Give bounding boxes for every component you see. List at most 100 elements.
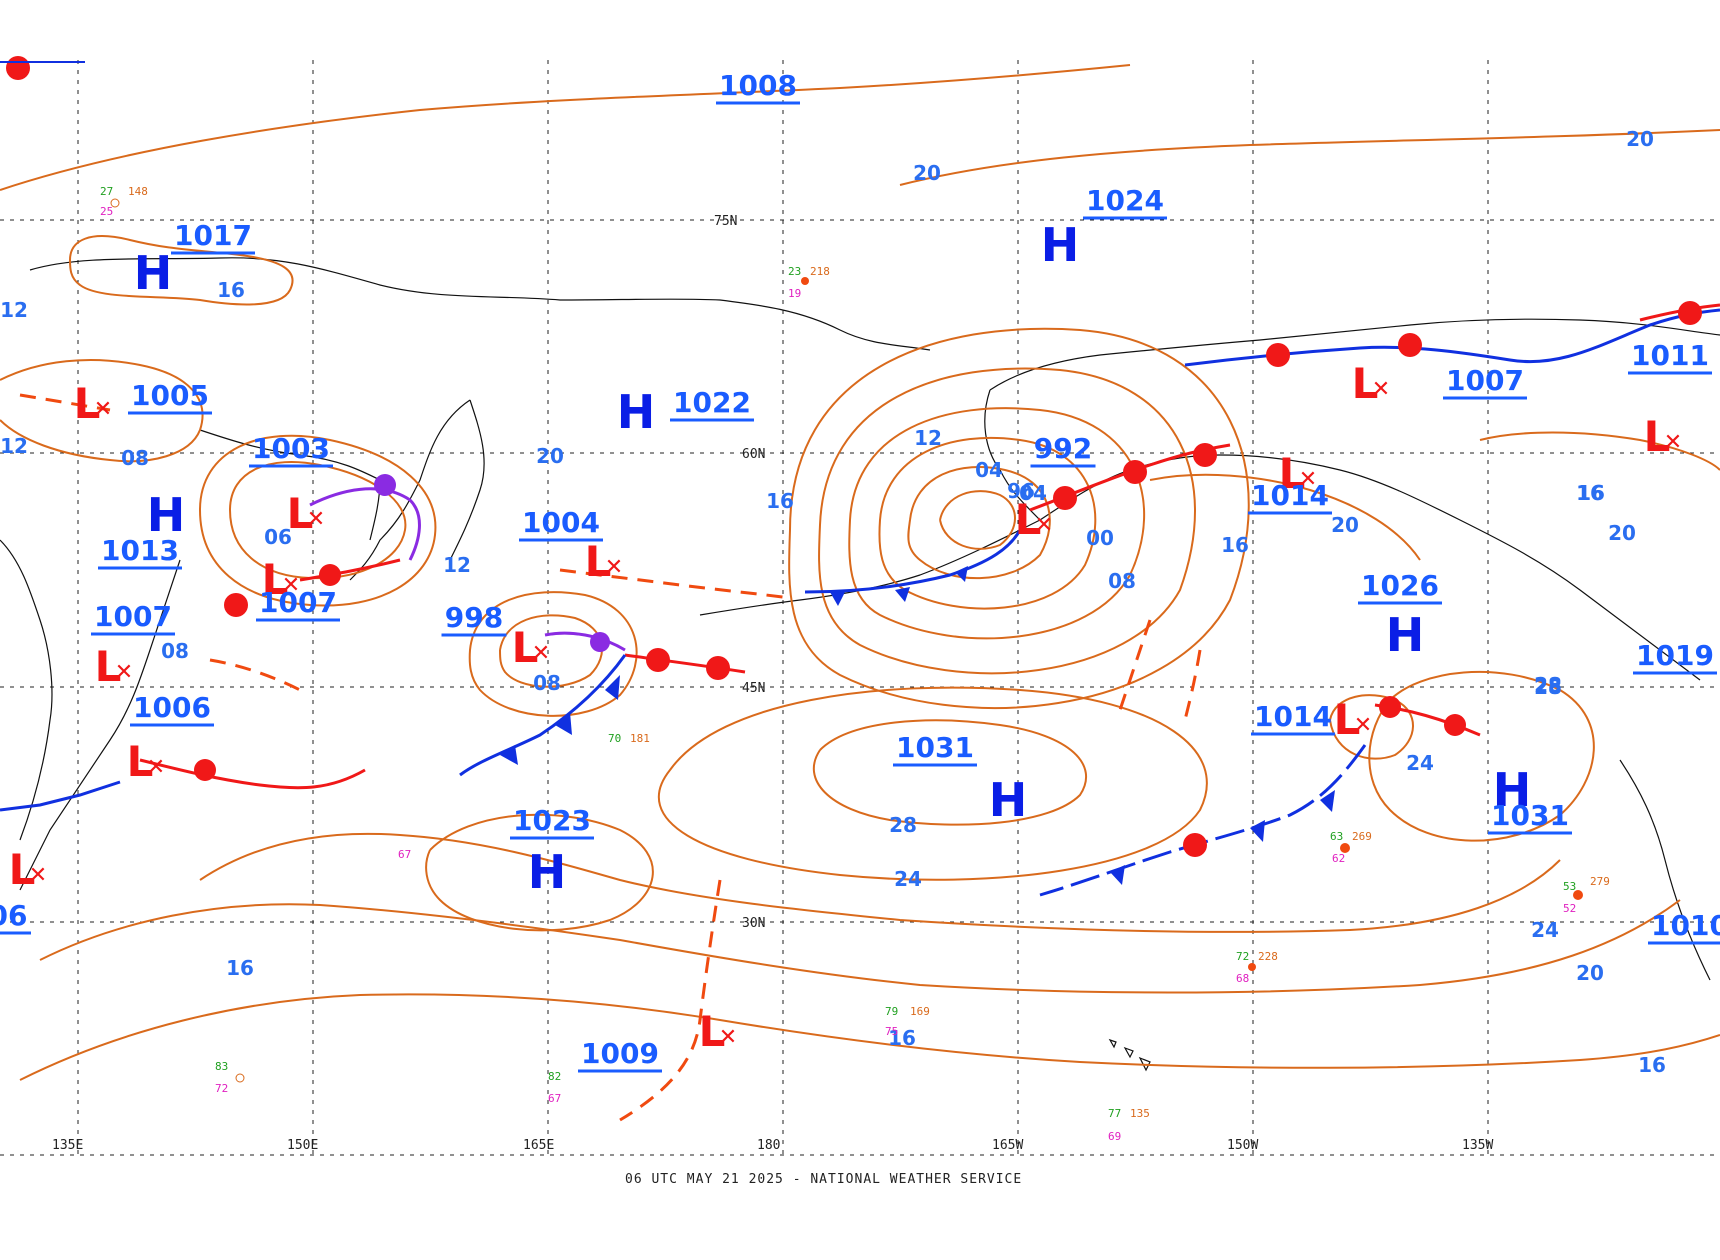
- svg-text:181: 181: [630, 732, 650, 745]
- isobar-low-992-ring5: [818, 367, 1196, 675]
- low-center-x-icon: ✕: [1354, 713, 1372, 738]
- warm-bump-992-b: [1123, 460, 1147, 484]
- station-plot: 27 148 25: [100, 185, 148, 218]
- cold-barb-998-b: [555, 712, 572, 735]
- isobar-value-label: 16: [766, 489, 794, 513]
- svg-text:25: 25: [100, 205, 113, 218]
- low-pressure-centre: L✕ 1005: [74, 379, 212, 428]
- trough-3: [1118, 619, 1202, 721]
- svg-text:67: 67: [398, 848, 411, 861]
- warm-bump-992-a: [1053, 486, 1077, 510]
- isobar-value-label: 16: [1638, 1053, 1666, 1077]
- occluded-front-998: [544, 631, 626, 652]
- isobar-value-label: 28: [1534, 673, 1562, 697]
- high-pressure-value: 1031: [896, 731, 974, 764]
- pressure-value: 1010: [1651, 909, 1720, 942]
- trough-1: [619, 879, 722, 1122]
- low-letter: L: [1352, 359, 1379, 408]
- high-pressure-centre: H 1023: [510, 804, 594, 899]
- svg-text:77: 77: [1108, 1107, 1121, 1120]
- warm-bump-1014-a: [1379, 696, 1401, 718]
- isobar-1012-east: [1149, 431, 1720, 561]
- isobar-high-1031-east-ring: [1368, 670, 1595, 842]
- isobar-value-label: 20: [1576, 961, 1604, 985]
- low-pressure-value: 06: [0, 899, 27, 932]
- low-pressure-value: 1007: [94, 600, 172, 633]
- low-pressure-centre: L✕1007: [1352, 359, 1527, 408]
- low-pressure-value: 1009: [581, 1037, 659, 1070]
- cold-front-992: [804, 529, 1022, 594]
- cold-front-south-east: [1039, 744, 1367, 897]
- high-letter: H: [147, 488, 186, 542]
- low-letter: L: [9, 845, 36, 894]
- svg-text:52: 52: [1563, 902, 1576, 915]
- isobar-value-label: 20: [913, 161, 941, 185]
- low-pressure-centre: L✕1007: [256, 555, 340, 622]
- lat-label-45n: 45N: [742, 681, 765, 696]
- isobar-1020-south: [39, 899, 1681, 994]
- cold-barb-992-b: [895, 587, 910, 602]
- svg-text:218: 218: [810, 265, 830, 278]
- low-pressure-value: 1011: [1631, 339, 1709, 372]
- coastline-siberia: [29, 257, 931, 351]
- isobar-1024-south: [199, 832, 1561, 933]
- isobar-low-992-ring2: [907, 466, 1051, 580]
- graticule: [0, 60, 1720, 1156]
- station-plots: 27 148 25 23 218 19 70 181 67 63 269 62 …: [100, 185, 1610, 1143]
- high-pressure-value: 1022: [673, 386, 751, 419]
- isobar-value-label: 20: [1626, 127, 1654, 151]
- warm-bump-1014-b: [1444, 714, 1466, 736]
- low-letter: L: [585, 537, 612, 586]
- isobar-value-label: 16: [226, 956, 254, 980]
- low-pressure-value: 1006: [133, 691, 211, 724]
- low-letter: L: [127, 737, 154, 786]
- low-center-x-icon: ✕: [532, 641, 550, 666]
- low-center-x-icon: ✕: [307, 507, 325, 532]
- coastline-kamchatka: [349, 399, 485, 581]
- isobar-1016-north: [69, 235, 294, 306]
- low-center-x-icon: ✕: [1035, 513, 1053, 538]
- low-center-x-icon: ✕: [147, 755, 165, 780]
- high-pressure-value: 1013: [101, 534, 179, 567]
- low-center-x-icon: ✕: [1664, 430, 1682, 455]
- low-letter: L: [287, 489, 314, 538]
- isobar-value-label: 12: [443, 553, 471, 577]
- isobar-value-label: 16: [1576, 481, 1604, 505]
- svg-text:67: 67: [548, 1092, 561, 1105]
- isobar-value-label: 16: [888, 1026, 916, 1050]
- lat-label-30n: 30N: [742, 916, 765, 931]
- cold-barb-992-c: [955, 566, 968, 582]
- warm-bump-north-c: [1678, 301, 1702, 325]
- low-letter: L: [512, 623, 539, 672]
- isobar-labels: 2020121608120616081220160804049600081620…: [0, 127, 1666, 1077]
- low-pressure-centre: L✕ 1011: [1628, 339, 1712, 461]
- isobar-value-label: 28: [889, 813, 917, 837]
- cold-front-998: [459, 654, 627, 777]
- high-pressure-centre: H 1022: [617, 385, 754, 439]
- isobar-value-label: 20: [1608, 521, 1636, 545]
- station-plot: 79 169 75: [885, 1005, 930, 1038]
- warm-bump-998-b: [706, 656, 730, 680]
- svg-text:82: 82: [548, 1070, 561, 1083]
- warm-front-998: [624, 653, 746, 674]
- high-pressure-value: 1017: [174, 219, 252, 252]
- isobar-value-label: 00: [1086, 526, 1114, 550]
- high-pressure-centre: H 1026: [1358, 569, 1442, 662]
- cold-barb-998-a: [605, 675, 620, 700]
- chart-footer: 06 UTC MAY 21 2025 - NATIONAL WEATHER SE…: [625, 1172, 1022, 1187]
- low-letter: L: [699, 1007, 726, 1056]
- lon-label-180: 180: [757, 1138, 780, 1153]
- isobar-1020-north: [0, 64, 1720, 191]
- warm-bump-998-a: [646, 648, 670, 672]
- low-pressure-value: 998: [445, 601, 503, 634]
- station-plot: 70 181 67: [398, 732, 650, 861]
- svg-text:69: 69: [1108, 1130, 1121, 1143]
- pressure-value: 1008: [719, 69, 797, 102]
- isobar-value-label: 12: [0, 434, 28, 458]
- station-plot: 23 218 19: [788, 265, 830, 300]
- warm-bump-1003: [319, 564, 341, 586]
- svg-text:72: 72: [215, 1082, 228, 1095]
- lon-label-165e: 165E: [523, 1138, 554, 1153]
